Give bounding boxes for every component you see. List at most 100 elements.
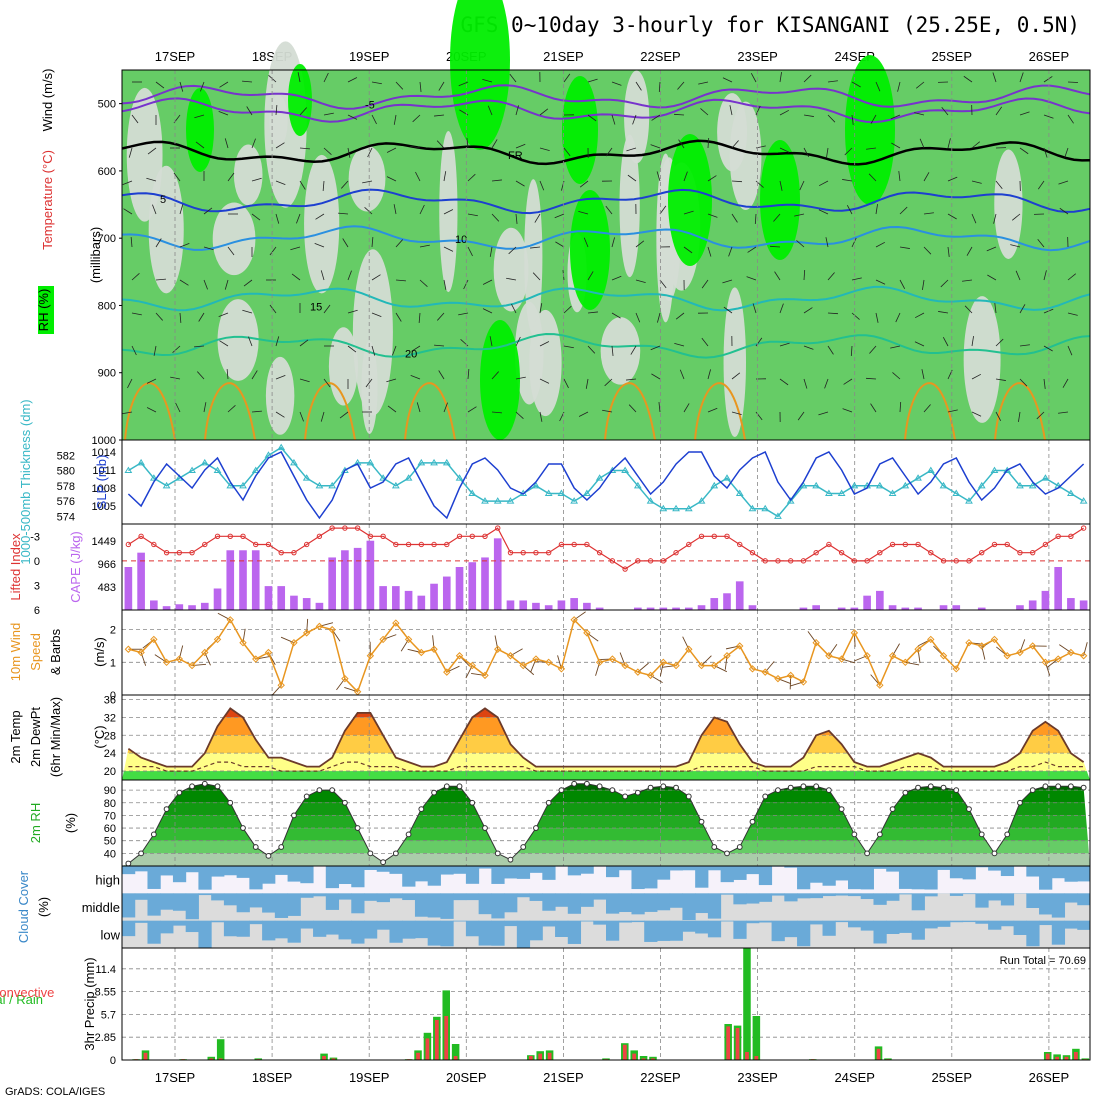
- wind-barb: [731, 411, 742, 415]
- wind-barb: [579, 180, 589, 188]
- cloud-cell: [848, 920, 862, 928]
- wind-barb: [515, 213, 518, 224]
- thickness-marker: [710, 481, 719, 489]
- wind-barb: [947, 246, 950, 257]
- thickness-marker: [1067, 489, 1075, 496]
- rh-marker: [303, 793, 310, 800]
- date-label-top: 26SEP: [1029, 49, 1069, 64]
- cloud-cell: [147, 893, 161, 916]
- thickness-marker: [430, 458, 438, 466]
- wind-barb: [683, 403, 690, 413]
- wind-barb: [371, 274, 381, 281]
- wind-speed-marker: [850, 629, 859, 637]
- wind-barb: [539, 411, 543, 422]
- precip-conv-bar: [1064, 1056, 1069, 1060]
- cape-tick-label: 1449: [92, 536, 116, 548]
- rh-marker: [711, 844, 718, 850]
- rh-moist-patch: [570, 190, 610, 310]
- wind-barb: [153, 345, 157, 356]
- precip-conv-bar: [735, 1028, 740, 1060]
- cloud-cell: [707, 893, 722, 919]
- thickness-marker: [850, 481, 859, 489]
- wind-barb: [962, 279, 973, 282]
- rh-dry-patch: [126, 87, 163, 222]
- wind-barb: [392, 345, 397, 356]
- rh-dry-patch: [994, 149, 1023, 259]
- wind-barb: [511, 303, 517, 314]
- y-tick-label: 900: [98, 368, 116, 380]
- cloud-cell: [924, 893, 938, 897]
- rh-marker: [431, 789, 437, 796]
- wind-barb: [438, 81, 445, 91]
- wind-barb: [754, 213, 757, 225]
- cape-bar: [519, 600, 528, 610]
- wind-barb: [707, 369, 711, 380]
- rh-marker: [214, 783, 221, 790]
- wind-speed-marker: [150, 635, 158, 644]
- rh-moist-patch: [450, 0, 510, 150]
- cloud-cell: [465, 893, 480, 901]
- wind-barb: [509, 73, 517, 83]
- cape-bar: [226, 550, 235, 610]
- thickness-marker: [251, 466, 260, 474]
- li-marker: [571, 541, 577, 548]
- cloud-cell: [758, 893, 773, 902]
- wind-speed-marker: [710, 661, 718, 670]
- wind-barb: [491, 411, 502, 414]
- cloud-cell: [211, 893, 225, 901]
- thickness-marker: [786, 497, 795, 504]
- rh-marker: [189, 783, 195, 790]
- wind-speed-marker: [532, 655, 540, 663]
- thickness-marker: [481, 497, 489, 504]
- li-marker: [431, 541, 437, 548]
- cloud-cell: [427, 866, 441, 886]
- cloud-cell: [848, 866, 862, 890]
- cloud-row-label: middle: [82, 900, 120, 915]
- wind-barb: [371, 81, 382, 85]
- wind-barb: [416, 402, 421, 413]
- cloud-cell: [848, 893, 862, 897]
- wind-barb: [899, 401, 902, 413]
- cape-bar: [723, 593, 731, 610]
- cape-bar: [710, 598, 719, 610]
- cape-bar: [748, 605, 757, 610]
- wind-barb: [993, 213, 997, 224]
- rh-marker: [1004, 831, 1011, 838]
- wind-barb: [395, 279, 406, 282]
- wind-barb: [851, 81, 861, 88]
- cloud-cell: [198, 893, 212, 896]
- cape-bar: [659, 607, 668, 610]
- cloud-cell: [924, 866, 938, 890]
- wind-barb: [947, 176, 958, 182]
- cloud-cell: [1026, 920, 1040, 947]
- wind-barb: [769, 245, 781, 248]
- thickness-marker: [926, 466, 935, 474]
- wind-barb: [218, 111, 229, 116]
- cloud-cell: [223, 920, 238, 937]
- cloud-cell: [351, 866, 365, 888]
- thickness-marker: [391, 481, 400, 489]
- isotherm-line: [121, 285, 1091, 312]
- wind-speed-marker: [290, 638, 298, 647]
- wind-barb: [971, 373, 982, 380]
- wind-barb: [508, 246, 517, 255]
- cloud-cell: [886, 866, 900, 872]
- li-marker: [533, 549, 539, 556]
- rh-marker: [482, 825, 488, 831]
- y-tick-label: 700: [98, 233, 116, 245]
- thickness-marker: [379, 474, 387, 481]
- cape-bar: [200, 602, 209, 610]
- wind-barb: [299, 378, 310, 383]
- wind-barb: [299, 411, 304, 422]
- wind-barb: [971, 141, 981, 149]
- y-tick-label: 24: [104, 748, 116, 760]
- wind-barb: [731, 372, 741, 380]
- cloud-cell: [1051, 866, 1066, 879]
- wind-barb: [611, 237, 615, 248]
- thickness-marker: [290, 458, 298, 466]
- cloud-cell: [236, 866, 250, 878]
- isotherm-line: [121, 97, 1091, 124]
- wind-speed-marker: [519, 661, 527, 670]
- cloud-cell: [771, 920, 785, 942]
